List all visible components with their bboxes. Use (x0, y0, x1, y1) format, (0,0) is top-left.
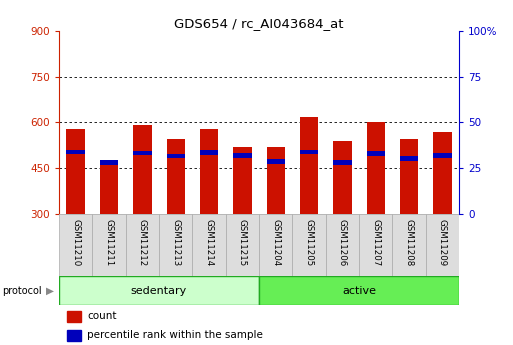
Bar (133, 150, 151, 155)
Bar (292, 214, 326, 276)
Text: protocol: protocol (3, 286, 42, 296)
Bar (259, 276, 459, 305)
Bar (426, 214, 459, 276)
Bar (233, 147, 251, 214)
Text: GSM11214: GSM11214 (205, 219, 213, 266)
Bar (133, 125, 151, 214)
Bar (233, 153, 251, 158)
Bar (326, 214, 359, 276)
Text: GSM11215: GSM11215 (238, 219, 247, 266)
Bar (267, 147, 285, 214)
Text: GSM11210: GSM11210 (71, 219, 80, 266)
Bar (433, 153, 451, 158)
Bar (226, 214, 259, 276)
Bar (100, 162, 118, 214)
Bar (100, 160, 118, 165)
Text: GSM11211: GSM11211 (105, 219, 113, 266)
Text: GSM11212: GSM11212 (138, 219, 147, 266)
Text: GSM11208: GSM11208 (405, 219, 413, 266)
Title: GDS654 / rc_AI043684_at: GDS654 / rc_AI043684_at (174, 17, 344, 30)
Text: active: active (342, 286, 376, 296)
Text: GSM11209: GSM11209 (438, 219, 447, 266)
Bar (159, 214, 192, 276)
Bar (59, 214, 92, 276)
Text: sedentary: sedentary (131, 286, 187, 296)
Bar (333, 141, 351, 214)
Bar (359, 214, 392, 276)
Bar (167, 154, 185, 158)
Text: percentile rank within the sample: percentile rank within the sample (87, 331, 263, 341)
Text: GSM11213: GSM11213 (171, 219, 180, 266)
Bar (192, 214, 226, 276)
Text: GSM11204: GSM11204 (271, 219, 280, 266)
Bar (300, 117, 318, 214)
Text: GSM11207: GSM11207 (371, 219, 380, 266)
Bar (200, 129, 218, 214)
Bar (400, 156, 418, 161)
Text: GSM11205: GSM11205 (305, 219, 313, 266)
Bar (67, 129, 85, 214)
Bar (92, 214, 126, 276)
Bar (433, 131, 451, 214)
Text: ▶: ▶ (46, 286, 54, 296)
Bar (167, 139, 185, 214)
Bar (67, 330, 81, 341)
Bar (126, 214, 159, 276)
Bar (367, 151, 385, 156)
Text: GSM11206: GSM11206 (338, 219, 347, 266)
Bar (333, 160, 351, 165)
Bar (67, 311, 81, 322)
Bar (200, 150, 218, 155)
Bar (59, 276, 259, 305)
Bar (367, 122, 385, 214)
Bar (400, 139, 418, 214)
Bar (300, 150, 318, 155)
Text: count: count (87, 312, 116, 322)
Bar (67, 150, 85, 155)
Bar (267, 159, 285, 164)
Bar (392, 214, 426, 276)
Bar (259, 214, 292, 276)
